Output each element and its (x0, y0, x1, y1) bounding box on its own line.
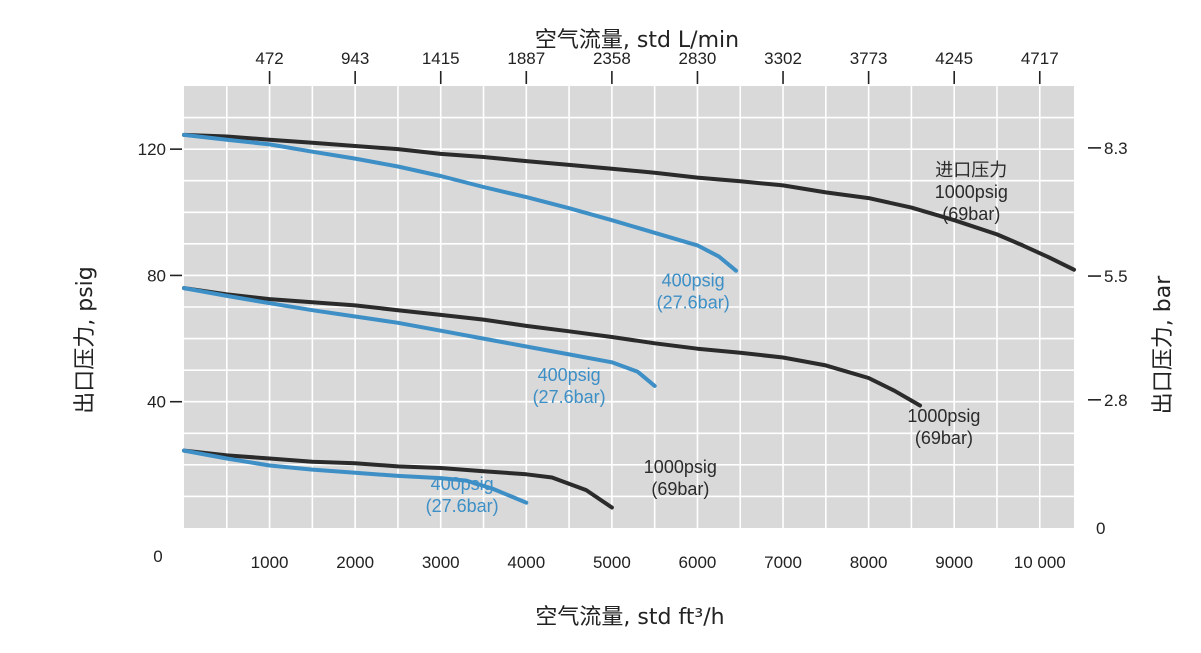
series-label-line: 400psig (538, 365, 601, 385)
series-label-3: 1000psig (69bar) (907, 406, 980, 448)
x-axis-title: 空气流量, std ft³/h (535, 605, 724, 630)
x-tick-label: 9000 (935, 553, 973, 572)
series-label-line: (69bar) (651, 479, 709, 499)
x-tick-label: 4000 (507, 553, 545, 572)
series-line-3 (182, 286, 922, 408)
y-left-tick-label: 120 (138, 140, 166, 159)
top-tick-label: 3773 (850, 49, 888, 68)
y-right-tick-label: 2.8 (1104, 391, 1128, 410)
x-tick-label-zero: 0 (153, 547, 162, 566)
series-line-2 (182, 132, 738, 273)
series-line-1 (182, 132, 1076, 272)
top-tick-label: 472 (255, 49, 283, 68)
series-labels: 进口压力 1000psig (69bar)400psig (27.6bar)1000p… (426, 160, 1008, 516)
series-label-line: 1000psig (644, 457, 717, 477)
x-tick-label: 2000 (336, 553, 374, 572)
series-label-2: 400psig (27.6bar) (657, 270, 730, 312)
top-axis-title: 空气流量, std L/min (535, 28, 739, 53)
series-label-line: 1000psig (935, 182, 1008, 202)
top-tick-label: 1887 (507, 49, 545, 68)
x-tick-label: 10 000 (1014, 553, 1066, 572)
series-label-line: (69bar) (942, 204, 1000, 224)
top-tick-label: 943 (341, 49, 369, 68)
series-label-line: 1000psig (907, 406, 980, 426)
x-tick-label: 6000 (679, 553, 717, 572)
y-left-tick-label: 40 (147, 393, 166, 412)
series-label-line: (27.6bar) (657, 292, 730, 312)
top-tick-label: 2830 (679, 49, 717, 68)
series-label-line: 进口压力 (935, 160, 1007, 180)
y-axis-title-left: 出口压力, psig (73, 266, 98, 414)
axes-layer: 1000 2000 3000 4000 5000 6000 7000 8000 9000 10 0… (138, 49, 1128, 572)
x-tick-label: 8000 (850, 553, 888, 572)
top-tick-label: 4717 (1021, 49, 1059, 68)
series-label-5: 1000psig (69bar) (644, 457, 717, 499)
top-tick-label: 1415 (422, 49, 460, 68)
x-tick-label: 3000 (422, 553, 460, 572)
y-axis-title-right: 出口压力, bar (1151, 275, 1176, 414)
series-line-4 (182, 286, 657, 388)
series-line-6 (182, 448, 529, 505)
y-right-tick-label: 8.3 (1104, 139, 1128, 158)
series-label-4: 400psig (27.6bar) (533, 365, 606, 407)
series-label-1: 进口压力 1000psig (69bar) (935, 160, 1008, 224)
series-layer (182, 132, 1076, 510)
top-tick-label: 4245 (935, 49, 973, 68)
y-right-tick-label: 5.5 (1104, 267, 1128, 286)
top-tick-label: 2358 (593, 49, 631, 68)
y-left-tick-label: 80 (147, 266, 166, 285)
series-label-line: (27.6bar) (533, 387, 606, 407)
y-right-tick-label: 0 (1096, 519, 1105, 538)
series-label-line: 400psig (431, 474, 494, 494)
series-label-line: (27.6bar) (426, 496, 499, 516)
series-label-line: (69bar) (915, 428, 973, 448)
top-tick-label: 3302 (764, 49, 802, 68)
x-tick-label: 7000 (764, 553, 802, 572)
series-label-line: 400psig (662, 270, 725, 290)
grid-lines (184, 86, 1074, 528)
series-label-6: 400psig (27.6bar) (426, 474, 499, 516)
x-tick-label: 5000 (593, 553, 631, 572)
series-line-5 (182, 448, 614, 510)
x-tick-label: 1000 (251, 553, 289, 572)
